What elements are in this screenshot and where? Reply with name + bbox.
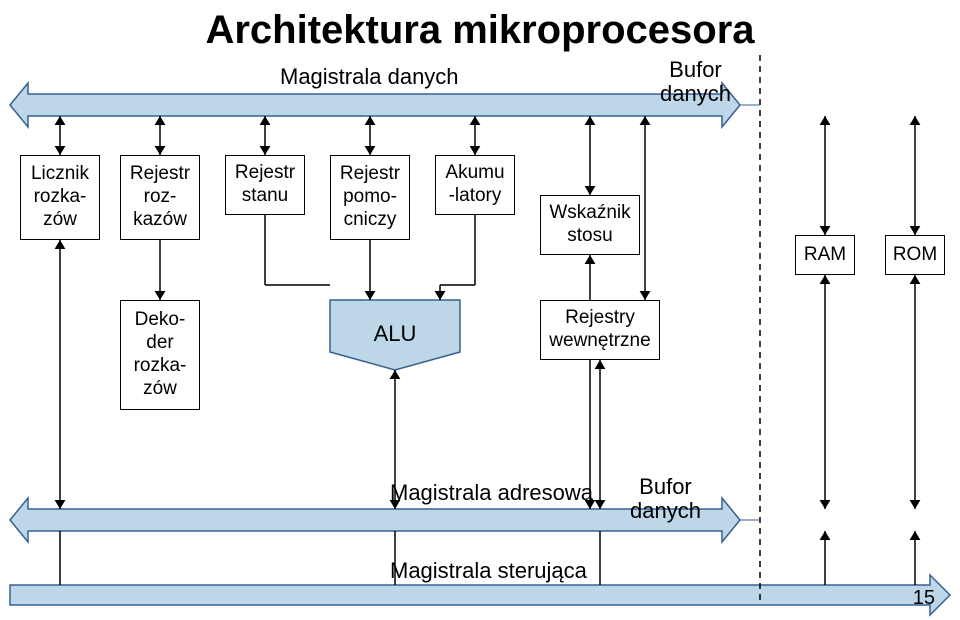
address-buffer-label: Bufor danych (630, 475, 701, 523)
data-bus-label: Magistrala danych (280, 64, 459, 90)
status-register-box: Rejestrstanu (225, 155, 305, 215)
program-counter-box: Licznikrozka-zów (20, 155, 100, 240)
ram-box: RAM (795, 235, 855, 275)
instruction-register-box: Rejestrroz-kazów (120, 155, 200, 240)
stack-pointer-box: Wskaźnikstosu (540, 195, 640, 255)
decoder-box: Deko-derrozka-zów (120, 300, 200, 410)
internal-registers-box: Rejestrywewnętrzne (540, 300, 660, 360)
address-bus-label: Magistrala adresowa (390, 480, 593, 506)
aux-register-box: Rejestrpomo-cniczy (330, 155, 410, 240)
accumulator-box: Akumu-latory (435, 155, 515, 215)
svg-text:ALU: ALU (374, 321, 417, 346)
rom-box: ROM (885, 235, 945, 275)
control-bus-label: Magistrala sterująca (390, 558, 587, 584)
page-number: 15 (913, 587, 935, 610)
data-buffer-label: Bufor danych (660, 58, 731, 106)
